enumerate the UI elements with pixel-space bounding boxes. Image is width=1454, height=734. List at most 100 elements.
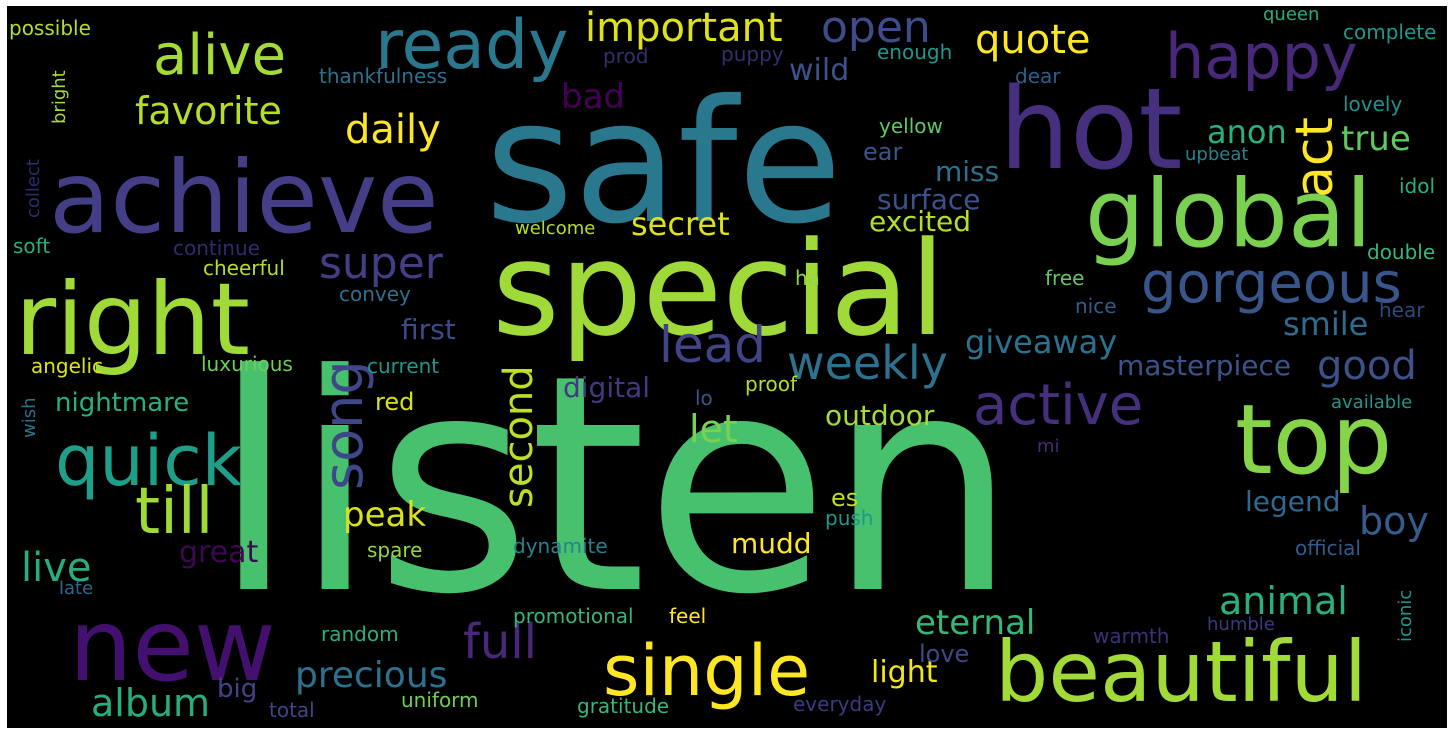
word-promotional: promotional — [513, 604, 634, 628]
word-cloud: listen safe special hot achieve right gl… — [7, 6, 1447, 728]
word-puppy: puppy — [721, 42, 784, 66]
word-masterpiece: masterpiece — [1117, 349, 1292, 382]
word-random: random — [321, 622, 399, 646]
word-humble: humble — [1207, 614, 1275, 635]
word-digital: digital — [563, 371, 651, 404]
word-lead: lead — [659, 316, 767, 374]
word-quote: quote — [975, 17, 1091, 63]
word-idol: idol — [1399, 174, 1436, 198]
word-free: free — [1045, 266, 1085, 290]
word-queen: queen — [1263, 6, 1320, 25]
word-eternal: eternal — [915, 603, 1036, 643]
word-double: double — [1367, 240, 1436, 264]
word-ready: ready — [375, 6, 569, 85]
word-hear: hear — [1379, 298, 1425, 322]
word-excited: excited — [869, 205, 971, 238]
word-animal: animal — [1219, 579, 1348, 623]
word-favorite: favorite — [135, 89, 282, 133]
word-spare: spare — [367, 538, 423, 562]
word-collect: collect — [23, 159, 44, 218]
word-right: right — [15, 261, 250, 378]
word-top: top — [1235, 384, 1393, 496]
word-safe: safe — [485, 64, 843, 262]
word-luxurious: luxurious — [201, 352, 293, 376]
word-possible: possible — [9, 16, 91, 40]
word-special: special — [492, 213, 946, 365]
word-love: love — [919, 640, 970, 668]
word-thankfulness: thankfulness — [319, 64, 448, 88]
word-wish: wish — [19, 397, 40, 438]
word-continue: continue — [173, 236, 260, 260]
word-great: great — [179, 535, 259, 570]
word-global: global — [1085, 160, 1372, 269]
word-surface: surface — [877, 183, 981, 216]
word-boy: boy — [1359, 499, 1429, 543]
word-album: album — [91, 681, 211, 725]
word-hot: hot — [999, 65, 1183, 195]
word-live: live — [21, 545, 92, 591]
word-cheerful: cheerful — [203, 256, 285, 280]
word-yellow: yellow — [879, 114, 943, 138]
word-legend: legend — [1245, 485, 1341, 518]
word-push: push — [825, 506, 874, 530]
word-official: official — [1295, 536, 1361, 560]
word-nice: nice — [1075, 294, 1117, 318]
word-let: let — [689, 407, 738, 451]
word-daily: daily — [345, 107, 441, 153]
word-second: second — [496, 365, 542, 508]
word-total: total — [269, 698, 315, 722]
word-dear: dear — [1015, 64, 1061, 88]
word-light: light — [871, 655, 938, 690]
word-secret: secret — [631, 205, 730, 243]
word-happy: happy — [1165, 20, 1358, 93]
word-super: super — [319, 238, 443, 289]
word-achieve: achieve — [49, 139, 439, 256]
word-available: available — [1331, 392, 1413, 413]
word-convey: convey — [339, 282, 411, 306]
word-alive: alive — [153, 23, 287, 88]
word-song: song — [312, 360, 375, 490]
word-important: important — [585, 6, 783, 51]
word-gorgeous: gorgeous — [1141, 251, 1402, 316]
word-lo: lo — [695, 386, 713, 410]
word-open: open — [821, 6, 931, 53]
word-miss: miss — [935, 155, 1000, 188]
word-angelic: angelic — [31, 354, 104, 378]
word-uniform: uniform — [401, 688, 479, 712]
word-listen: listen — [212, 311, 1017, 660]
word-outdoor: outdoor — [825, 399, 935, 432]
word-everyday: everyday — [793, 692, 887, 716]
word-iconic: iconic — [1395, 589, 1416, 642]
word-soft: soft — [13, 234, 51, 258]
word-giveaway: giveaway — [965, 323, 1118, 361]
word-warmth: warmth — [1093, 624, 1170, 648]
word-active: active — [973, 373, 1144, 438]
word-mi: mi — [1037, 436, 1060, 457]
word-smile: smile — [1283, 305, 1369, 343]
word-wild: wild — [789, 53, 850, 88]
word-first: first — [401, 313, 456, 346]
word-new: new — [69, 587, 276, 704]
word-single: single — [603, 630, 811, 712]
word-bad: bad — [561, 77, 625, 117]
word-bright: bright — [49, 70, 70, 124]
word-complete: complete — [1343, 20, 1437, 44]
word-upbeat: upbeat — [1185, 144, 1249, 165]
word-peak: peak — [343, 495, 427, 535]
word-act: act — [1285, 117, 1345, 198]
word-current: current — [367, 354, 440, 378]
word-true: true — [1341, 119, 1411, 159]
word-full: full — [463, 614, 537, 670]
word-ha: ha — [795, 266, 820, 290]
word-enough: enough — [877, 40, 953, 64]
word-till: till — [135, 475, 214, 549]
word-red: red — [375, 388, 415, 416]
word-weekly: weekly — [787, 336, 948, 390]
word-mudd: mudd — [731, 527, 812, 560]
word-beautiful: beautiful — [995, 623, 1368, 721]
word-proof: proof — [745, 372, 797, 396]
word-ear: ear — [863, 138, 903, 166]
word-big: big — [217, 674, 258, 704]
word-anon: anon — [1207, 113, 1287, 151]
word-es: es — [831, 484, 859, 512]
